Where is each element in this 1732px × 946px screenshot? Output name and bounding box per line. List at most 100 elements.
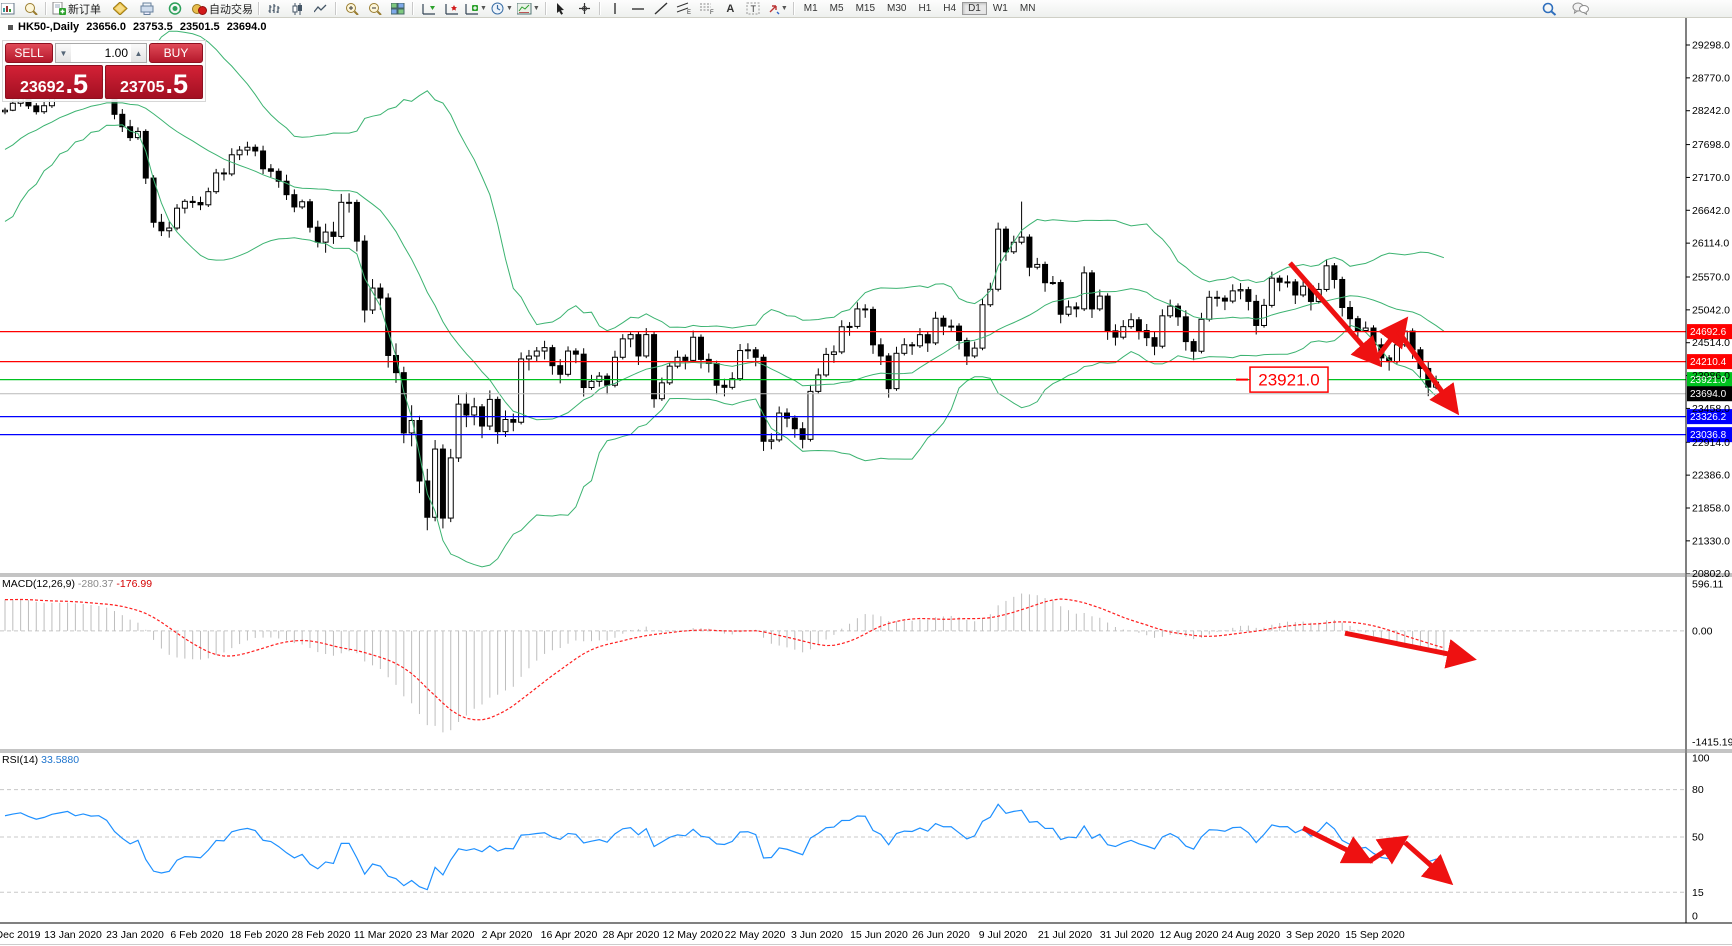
volume-decrease-button[interactable]: ▼ [56,44,71,62]
symbol-period: HK50-,Daily [18,21,80,33]
macd-pane [0,593,1686,733]
history-center-icon[interactable] [136,1,159,17]
vertical-line-tool-icon[interactable] [604,1,627,17]
channel-tool-icon[interactable]: E [673,1,696,17]
buy-button[interactable]: BUY [149,43,203,63]
bollinger-bands [4,30,1445,568]
dropdown-caret: ▼ [532,5,540,12]
zoom-in-icon[interactable] [340,1,363,17]
price-badge: 23921.0 [1690,375,1727,386]
sell-price-box[interactable]: 23692 .5 [5,65,103,99]
text-tool-icon[interactable]: A [726,2,735,15]
templates-icon[interactable]: ▼ [515,1,542,17]
rsi-name: RSI(14) [2,754,39,766]
chart-window-icon[interactable] [0,1,19,17]
new-order-button[interactable]: 新订单 [50,1,103,17]
periods-icon[interactable]: ▼ [489,1,515,17]
date-tick-label: 31 Jul 2020 [1100,929,1154,941]
date-tick-label: 3 Jun 2020 [791,929,843,941]
add-indicator-icon[interactable]: ▼ [463,1,489,17]
toolbar-separator [792,2,795,15]
date-tick-label: 15 Jun 2020 [850,929,908,941]
timeframe-W1[interactable]: W1 [992,3,1008,14]
rsi-pane [0,789,1686,893]
svg-text:F: F [710,10,714,15]
sell-button[interactable]: SELL [5,43,53,63]
buy-price-box[interactable]: 23705 .5 [105,65,203,99]
date-tick-label: 2 Apr 2020 [482,929,533,941]
date-tick-label: 23 Mar 2020 [416,929,475,941]
line-chart-mode-icon[interactable] [309,1,332,17]
date-tick-label: 28 Apr 2020 [603,929,660,941]
autotrade-label: 自动交易 [209,3,253,16]
svg-text:22386.0: 22386.0 [1692,470,1730,482]
timeframe-M15[interactable]: M15 [855,3,876,14]
svg-text:23458.0: 23458.0 [1692,403,1730,415]
date-tick-label: 12 May 2020 [663,929,724,941]
price-axis [0,18,1732,945]
text-label-tool-icon[interactable]: T [742,1,765,17]
autotrade-button[interactable]: 自动交易 [190,1,255,17]
toolbar-separator [335,2,337,15]
timeframe-M1[interactable]: M1 [803,3,818,14]
signals-icon[interactable] [163,1,186,17]
main-pane [2,79,1447,531]
arrows-tool-icon[interactable]: ▼ [765,1,790,17]
timeframe-M30[interactable]: M30 [887,3,907,14]
svg-text:596.11: 596.11 [1692,579,1723,591]
toolbar-separator [412,2,414,15]
bar-chart-mode-icon[interactable] [263,1,286,17]
fibonacci-tool-icon[interactable]: F [696,1,719,17]
svg-text:29298.0: 29298.0 [1692,40,1730,52]
dropdown-caret: ▼ [480,5,487,12]
dropdown-caret: ▼ [505,5,513,12]
timeframe-MN[interactable]: MN [1019,3,1036,14]
timeframe-H1[interactable]: H1 [918,3,932,14]
price-callout-label: 23921.0 [1258,371,1319,390]
svg-text:20802.0: 20802.0 [1692,568,1730,580]
data-window-icon[interactable] [417,1,440,17]
trend-arrow [1344,630,1477,669]
search-icon[interactable] [1538,1,1561,17]
svg-text:26114.0: 26114.0 [1692,238,1729,250]
timeframe-M5[interactable]: M5 [829,3,844,14]
trendline-tool-icon[interactable] [650,1,673,17]
timeframe-D1[interactable]: D1 [962,2,987,15]
svg-text:24514.0: 24514.0 [1692,337,1730,349]
price-badge: 24210.4 [1690,357,1727,368]
volume-input[interactable] [71,44,131,62]
mql-community-icon[interactable] [109,1,132,17]
trend-arrow [1301,825,1374,864]
crosshair-tool-icon[interactable] [573,1,596,17]
strategy-tester-icon[interactable] [19,1,42,17]
toolbar: 新订单 自动交易 [0,0,1732,18]
navigator-icon[interactable] [440,1,463,17]
zoom-out-icon[interactable] [363,1,386,17]
toolbar-separator [45,2,47,15]
cursor-tool-icon[interactable] [550,1,573,17]
candlestick-mode-icon[interactable] [286,1,309,17]
ohlc-close: 23694.0 [226,21,267,33]
buy-price-fraction: .5 [165,69,189,100]
date-tick-label: 22 May 2020 [725,929,786,941]
one-click-trading-panel: SELL ▼ ▲ BUY 23692 .5 23705 .5 [2,40,206,102]
tile-windows-icon[interactable] [386,1,409,17]
date-tick-label: 23 Jan 2020 [106,929,164,941]
date-tick-label: 6 Feb 2020 [170,929,223,941]
svg-text:22914.0: 22914.0 [1692,437,1730,449]
ohlc-low: 23501.5 [179,21,220,33]
svg-text:23986.0: 23986.0 [1692,370,1730,382]
timeframe-H4[interactable]: H4 [943,3,957,14]
volume-increase-button[interactable]: ▲ [131,44,146,62]
date-tick-label: Dec 2019 [0,929,41,941]
date-tick-label: 18 Feb 2020 [230,929,289,941]
horizontal-line-tool-icon[interactable] [627,1,650,17]
date-tick-label: 3 Sep 2020 [1286,929,1340,941]
chat-icon[interactable] [1569,1,1592,17]
svg-text:-1415.19: -1415.19 [1692,737,1732,749]
date-tick-label: 16 Apr 2020 [541,929,598,941]
price-badge: 23694.0 [1690,389,1727,400]
price-badge: 23326.2 [1690,412,1727,423]
